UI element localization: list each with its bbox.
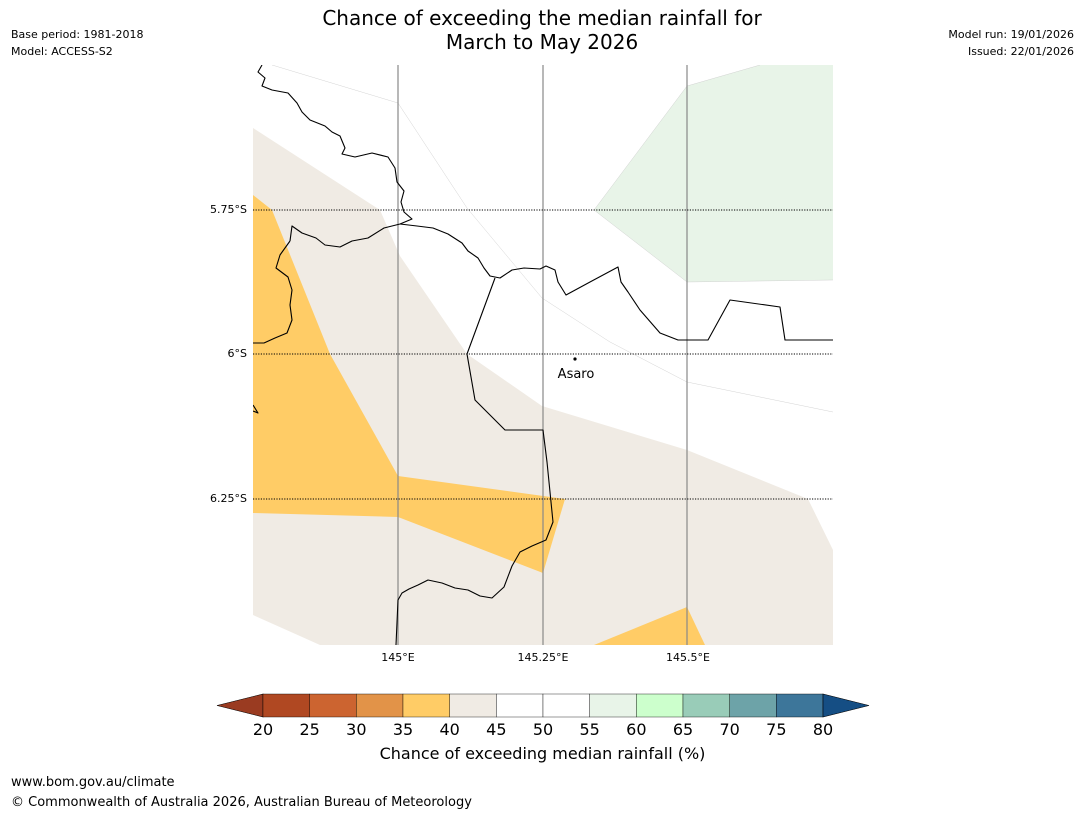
- colorbar-tick-label: 20: [253, 720, 273, 739]
- colorbar-extend-high: [822, 693, 870, 718]
- place-label-asaro: Asaro: [558, 367, 595, 382]
- colorbar-tick-label: 60: [626, 720, 646, 739]
- colorbar-segment: [589, 693, 637, 718]
- model-run: Model run: 19/01/2026: [948, 28, 1074, 41]
- colorbar-extend-low: [216, 693, 264, 718]
- colorbar-tick-label: 50: [533, 720, 553, 739]
- asaro-marker: [573, 357, 577, 361]
- lon-label-145-25: 145.25°E: [518, 651, 569, 664]
- colorbar-tick-label: 25: [299, 720, 319, 739]
- lat-label-6-25: 6.25°S: [210, 492, 247, 505]
- footer-copyright: © Commonwealth of Australia 2026, Austra…: [11, 795, 472, 810]
- colorbar-tick-label: 65: [673, 720, 693, 739]
- latitude-labels: 5.75°S 6°S 6.25°S: [210, 203, 247, 505]
- lon-label-145-5: 145.5°E: [666, 651, 710, 664]
- colorbar-segment: [682, 693, 730, 718]
- colorbar-tick-label: 70: [719, 720, 739, 739]
- colorbar-tick-label: 40: [439, 720, 459, 739]
- colorbar-segment: [449, 693, 497, 718]
- border-central: [399, 223, 833, 341]
- gridlines: [253, 65, 833, 645]
- colorbar-segment: [496, 693, 544, 718]
- zone-55-60-northeast: [594, 65, 833, 282]
- colorbar-tick-label: 55: [579, 720, 599, 739]
- model-name: Model: ACCESS-S2: [11, 45, 113, 58]
- title-line-1: Chance of exceeding the median rainfall …: [322, 6, 762, 30]
- colorbar-title: Chance of exceeding median rainfall (%): [379, 744, 706, 763]
- colorbar-segment: [309, 693, 357, 718]
- colorbar-tick-label: 80: [813, 720, 833, 739]
- border-south: [395, 277, 554, 645]
- zone-35-40-west: [253, 195, 565, 573]
- colorbar: 20 25 30 35 40 45 50 55 60 65 70 75 80: [216, 693, 870, 739]
- border-west-2: [253, 404, 259, 414]
- colorbar-segment: [636, 693, 684, 718]
- colorbar-segment: [356, 693, 404, 718]
- issued-date: Issued: 22/01/2026: [967, 45, 1074, 58]
- colorbar-tick-label: 30: [346, 720, 366, 739]
- colorbar-tick-label: 75: [766, 720, 786, 739]
- border-north: [257, 65, 413, 248]
- map-area: [253, 65, 833, 645]
- border-west: [253, 240, 293, 344]
- base-period: Base period: 1981-2018: [11, 28, 144, 41]
- zone-35-40-south: [594, 607, 705, 645]
- colorbar-segment: [402, 693, 450, 718]
- footer-url[interactable]: www.bom.gov.au/climate: [11, 775, 175, 790]
- colorbar-tick-label: 45: [486, 720, 506, 739]
- lat-label-5-75: 5.75°S: [210, 203, 247, 216]
- lat-label-6: 6°S: [228, 347, 247, 360]
- longitude-labels: 145°E 145.25°E 145.5°E: [381, 651, 710, 664]
- colorbar-segment: [776, 693, 824, 718]
- title-line-2: March to May 2026: [445, 30, 639, 54]
- colorbar-segment: [729, 693, 777, 718]
- province-borders: [253, 65, 833, 645]
- colorbar-segment: [262, 693, 310, 718]
- lon-label-145: 145°E: [381, 651, 414, 664]
- model-info: Base period: 1981-2018 Model: ACCESS-S2: [11, 26, 143, 60]
- map-title: Chance of exceeding the median rainfall …: [242, 6, 842, 54]
- colorbar-segment: [542, 693, 590, 718]
- run-info: Model run: 19/01/2026 Issued: 22/01/2026: [948, 26, 1074, 60]
- colorbar-tick-label: 35: [393, 720, 413, 739]
